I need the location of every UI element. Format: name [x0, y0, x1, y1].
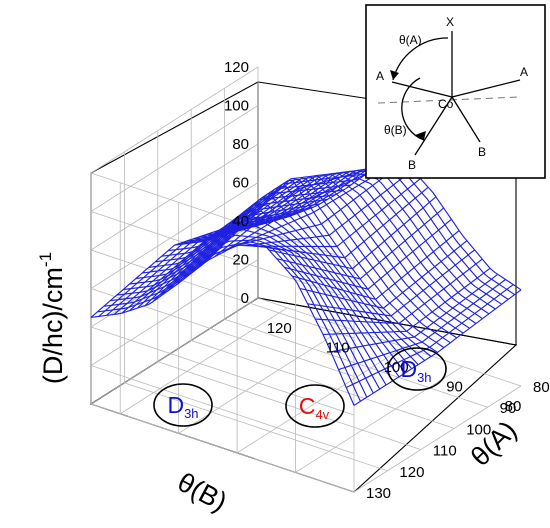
mesh-line-theta-a — [142, 210, 406, 374]
grid-line-y — [190, 109, 455, 429]
mesh-line-theta-b — [261, 186, 429, 259]
region-label: C4v — [299, 393, 330, 422]
mesh-line-theta-b — [291, 230, 460, 301]
z-axis-title: (D/hc)/cm-1 — [36, 252, 68, 384]
grid-line-y — [124, 151, 388, 472]
mesh-line-theta-b — [237, 160, 406, 246]
mesh-line-theta-b — [268, 196, 437, 270]
inset-label-b-right: B — [478, 145, 486, 159]
mesh-line-theta-b — [338, 279, 506, 371]
mesh-line-theta-b — [129, 213, 297, 312]
x-tick-label: 110 — [326, 339, 350, 356]
mesh-line-theta-b — [160, 198, 328, 297]
x-tick-label: 80 — [505, 398, 522, 415]
mesh-line-theta-b — [276, 207, 444, 280]
z-axis-title-main: (D/hc)/cm — [38, 267, 68, 384]
mesh-line-theta-b — [346, 284, 514, 389]
mesh-line-theta-b — [152, 203, 320, 303]
region-label: D3h — [400, 356, 431, 385]
mesh-line-theta-b — [353, 289, 522, 406]
mesh-line-theta-b — [284, 218, 452, 290]
mesh-line-theta-a — [97, 243, 361, 402]
z-tick-label: 60 — [232, 175, 249, 192]
mesh-line-theta-b — [315, 258, 483, 325]
z-tick-label: 40 — [232, 213, 249, 230]
region-d3h-left: D3h — [153, 383, 213, 427]
z-tick-label: 80 — [232, 136, 249, 153]
mesh-line-theta-b — [183, 184, 351, 280]
inset-label-a-right: A — [520, 65, 528, 79]
grid-lines — [90, 66, 522, 493]
mesh-line-theta-b — [137, 210, 305, 309]
z-tick-label: 0 — [241, 290, 249, 307]
inset-label-a-left: A — [376, 69, 384, 83]
z-tick-label: 100 — [224, 98, 249, 115]
inset-label-theta-a: θ(A) — [399, 33, 422, 47]
surface-mesh — [90, 159, 522, 406]
mesh-line-theta-b — [323, 267, 491, 335]
x-tick-label: 90 — [446, 378, 463, 395]
x-axis-title: θ(B) — [173, 467, 232, 517]
y-tick-label: 80 — [533, 379, 550, 396]
inset-label-theta-b: θ(B) — [384, 123, 407, 137]
z-axis-title-exponent: -1 — [36, 252, 55, 267]
mesh-line-theta-b — [144, 207, 313, 307]
mesh-line-theta-b — [175, 189, 344, 286]
y-tick-label: 120 — [399, 464, 424, 481]
mesh-line-theta-b — [214, 165, 382, 258]
tick-labels: 0204060801001201201101009080809010011012… — [224, 59, 550, 502]
region-c4v: C4v — [285, 384, 345, 428]
mesh-line-theta-b — [222, 163, 390, 254]
grid-line-y — [257, 67, 522, 387]
inset-label-co: Co — [438, 97, 454, 111]
inset-diagram: X θ(A) A A Co θ(B) B B — [365, 4, 546, 179]
mesh-line-theta-b — [206, 167, 375, 262]
region-d3h-right: D3h — [387, 347, 447, 391]
mesh-line-theta-b — [167, 194, 336, 292]
inset-label-x: X — [446, 15, 454, 29]
inset-label-b-left: B — [408, 158, 416, 172]
region-label: D3h — [167, 392, 198, 421]
mesh-line-theta-b — [245, 169, 414, 247]
y-tick-label: 90 — [500, 400, 517, 417]
grid-line-y — [157, 130, 421, 450]
mesh-line-theta-b — [253, 178, 421, 248]
grid-line-y — [224, 88, 488, 408]
mesh-line-theta-b — [299, 240, 468, 309]
z-tick-label: 20 — [232, 252, 249, 269]
y-tick-label: 110 — [433, 443, 457, 460]
x-tick-label: 120 — [267, 320, 292, 337]
grid-line-y — [90, 173, 355, 493]
mesh-line-theta-b — [191, 178, 359, 274]
mesh-line-theta-b — [121, 216, 290, 314]
mesh-line-theta-b — [330, 273, 499, 353]
mesh-line-theta-b — [307, 249, 475, 317]
y-tick-label: 130 — [366, 485, 391, 502]
y-tick-label: 100 — [466, 421, 491, 438]
grid-line-z — [90, 105, 355, 300]
z-tick-label: 120 — [224, 59, 249, 76]
back-wall — [90, 81, 259, 406]
